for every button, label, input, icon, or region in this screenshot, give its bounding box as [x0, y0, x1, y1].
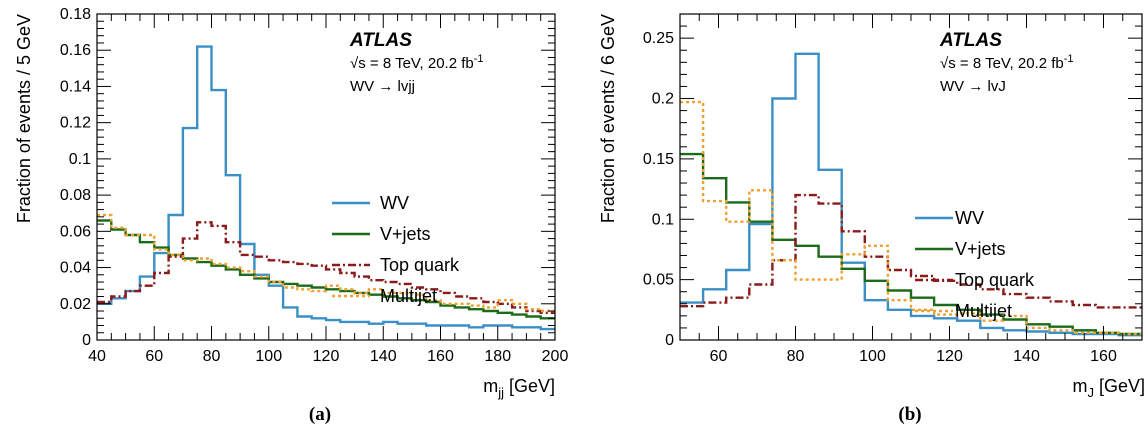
legend-label-multijet: Multijet — [380, 286, 437, 306]
y-tick-label: 0.1 — [69, 151, 91, 168]
x-tick-label: 140 — [1013, 348, 1040, 365]
series-line-v-jets — [97, 219, 555, 320]
energy-lumi-label: √s = 8 TeV, 20.2 fb-1 — [940, 53, 1074, 72]
x-tick-label: 160 — [427, 348, 454, 365]
y-tick-label: 0.04 — [60, 260, 91, 277]
atlas-label: ATLAS — [939, 30, 1002, 51]
x-tick-label: 100 — [255, 348, 282, 365]
x-axis-title-sub: jj — [497, 385, 504, 400]
x-axis-title-main: m — [1072, 376, 1087, 396]
atlas-label: ATLAS — [349, 30, 412, 51]
x-tick-label: 100 — [859, 348, 886, 365]
x-axis-title-unit: [GeV] — [504, 376, 555, 396]
lumi-superscript: -1 — [474, 53, 484, 65]
y-tick-label: 0.05 — [643, 272, 674, 289]
x-tick-label: 200 — [542, 348, 569, 365]
legend-label-v-jets: V+jets — [380, 224, 431, 244]
series-line-top-quark — [97, 221, 555, 314]
y-tick-label: 0.2 — [652, 91, 674, 108]
x-tick-label: 140 — [370, 348, 397, 365]
legend-label-wv: WV — [380, 193, 409, 213]
panel-label: (a) — [309, 404, 331, 425]
series-line-v-jets — [680, 152, 1142, 336]
legend-label-wv: WV — [955, 208, 984, 228]
plot-area — [680, 52, 1142, 337]
y-tick-label: 0.16 — [60, 42, 91, 59]
x-axis-title-unit: [GeV] — [1094, 376, 1145, 396]
energy-lumi-text: √s = 8 TeV, 20.2 fb — [940, 55, 1064, 72]
plot-area — [97, 45, 555, 331]
energy-lumi-text: √s = 8 TeV, 20.2 fb — [350, 55, 474, 72]
x-axis-title: mJ [GeV] — [1072, 376, 1145, 400]
y-tick-label: 0.15 — [643, 151, 674, 168]
x-tick-label: 160 — [1090, 348, 1117, 365]
x-axis-title-main: m — [483, 376, 498, 396]
legend-label-v-jets: V+jets — [955, 239, 1006, 259]
x-tick-label: 180 — [484, 348, 511, 365]
series-line-multijet — [680, 100, 1142, 336]
y-axis-title: Fraction of events / 6 GeV — [598, 14, 618, 223]
y-tick-label: 0.14 — [60, 78, 91, 95]
y-tick-label: 0.02 — [60, 296, 91, 313]
x-tick-label: 80 — [203, 348, 221, 365]
lumi-superscript: -1 — [1064, 53, 1074, 65]
y-tick-label: 0.1 — [652, 211, 674, 228]
y-tick-label: 0.18 — [60, 6, 91, 23]
y-tick-label: 0.08 — [60, 187, 91, 204]
series-line-wv — [680, 52, 1142, 337]
legend-label-multijet: Multijet — [955, 301, 1012, 321]
x-tick-label: 120 — [936, 348, 963, 365]
y-axis-title: Fraction of events / 5 GeV — [14, 14, 34, 223]
process-label: WV → lvJ — [940, 78, 1006, 95]
legend-label-top-quark: Top quark — [955, 270, 1035, 290]
y-tick-label: 0.25 — [643, 30, 674, 47]
x-tick-label: 40 — [88, 348, 106, 365]
x-tick-label: 60 — [710, 348, 728, 365]
x-tick-label: 120 — [313, 348, 340, 365]
y-tick-label: 0.12 — [60, 115, 91, 132]
y-tick-label: 0.06 — [60, 223, 91, 240]
series-line-wv — [97, 45, 555, 331]
energy-lumi-label: √s = 8 TeV, 20.2 fb-1 — [350, 53, 484, 72]
x-tick-label: 60 — [145, 348, 163, 365]
x-axis-title: mjj [GeV] — [483, 376, 555, 400]
x-axis-title-sub: J — [1087, 385, 1094, 400]
process-label: WV → lvjj — [350, 78, 415, 95]
series-line-top-quark — [680, 193, 1142, 309]
y-tick-label: 0 — [82, 332, 91, 349]
y-tick-label: 0 — [665, 332, 674, 349]
series-line-multijet — [97, 213, 555, 313]
panel-label: (b) — [898, 404, 921, 425]
legend-label-top-quark: Top quark — [380, 255, 460, 275]
chart-panel-a: 0 0.02 0.04 0.06 0.08 0.1 0.12 0.14 0.16 0.18 40 60… — [14, 6, 568, 425]
x-tick-label: 80 — [787, 348, 805, 365]
